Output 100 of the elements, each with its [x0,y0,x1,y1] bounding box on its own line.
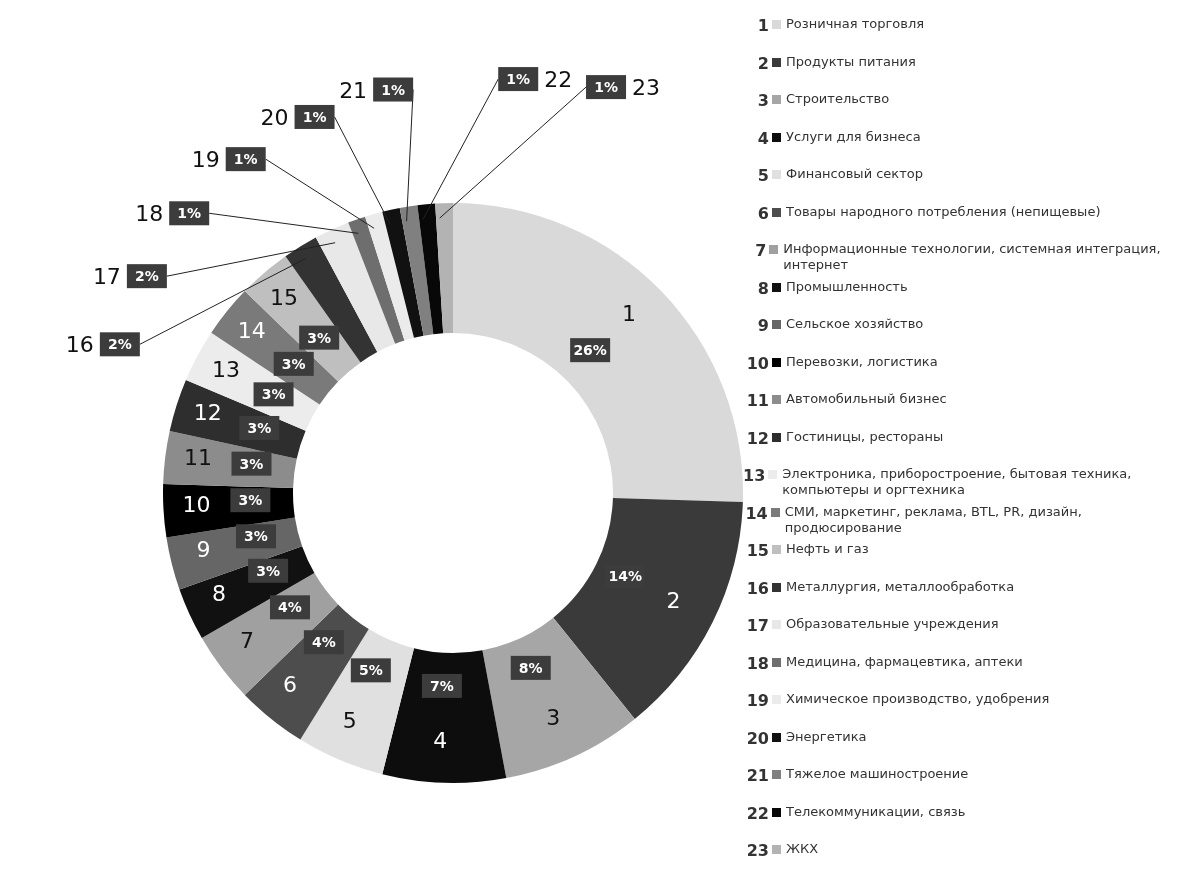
text: 3 [546,704,561,730]
text: 14 [745,503,768,523]
text: 4 [433,727,448,753]
donut-slice [382,207,424,338]
text: 2 [757,53,769,73]
data-label: 7% [430,677,454,694]
text: 4 [757,128,769,148]
data-label: 1% [506,71,531,88]
text: 6 [283,672,298,698]
legend-label: Информационные технологии, системная интеграция, интернет [783,241,1162,273]
legend-label: ЖКХ [786,841,819,857]
text: 23 [746,841,769,860]
text: 1 [757,16,769,35]
text: 23 [632,75,661,101]
data-label: 26% [573,342,607,359]
donut-slice [300,629,414,775]
text: 16 [65,332,94,358]
data-label: 4% [278,599,302,616]
text: 2 [666,588,681,614]
text: 22 [746,803,769,823]
donut-slice [435,203,453,334]
text: 7 [239,627,254,653]
data-label: 8% [518,659,543,676]
donut-slice [382,648,507,783]
text: 8 [212,581,227,607]
legend-label: Химическое производство, удобрения [786,691,1050,707]
text: 21 [339,77,368,103]
donut-slice [365,211,414,341]
legend-label: Медицина, фармацевтика, аптеки [786,653,1023,670]
text: 5 [757,166,769,185]
text: 20 [746,728,769,748]
text: 13 [211,356,240,382]
text: 18 [135,201,164,227]
text: 9 [196,537,211,563]
text: 7 [755,241,767,260]
text: 12 [193,399,222,425]
legend-label: Автомобильный бизнес [786,391,947,407]
data-label: 3% [239,455,264,472]
data-label: 3% [261,386,286,403]
donut-slice [417,203,444,335]
text: 6 [757,203,769,223]
donut-slice [348,216,405,344]
legend-label: Услуги для бизнеса [786,128,921,145]
legend-label: Финансовый сектор [786,166,923,182]
text: 11 [183,445,212,471]
legend-label: Металлургия, металлообработка [786,578,1015,595]
text: 14 [237,318,266,344]
text: 17 [746,616,769,635]
text: 13 [743,466,766,485]
legend-label: Телекоммуникации, связь [786,803,966,820]
data-label: 2% [107,336,132,353]
data-label: 5% [358,662,383,679]
text: 10 [746,353,769,373]
legend-label: Строительство [786,91,890,107]
text: 19 [191,147,220,173]
legend-label: Розничная торговля [786,16,925,32]
text: 9 [757,316,769,335]
data-label: 3% [244,528,268,545]
text: 8 [757,278,769,298]
text: 1 [621,300,636,326]
donut-slice [453,203,743,502]
data-label: 1% [233,151,258,168]
text: 17 [92,264,121,290]
text: 15 [270,284,299,310]
text: 19 [746,691,769,710]
legend-label: Товары народного потребления (непищевые) [786,203,1101,220]
text: 11 [746,391,769,410]
donut-slice [482,617,635,779]
legend-label: Нефть и газ [786,541,869,557]
legend-label: Продукты питания [786,53,916,70]
text: 15 [746,541,769,560]
legend-label: Образовательные учреждения [786,616,999,632]
data-label: 4% [311,634,336,651]
data-label: 3% [281,355,306,372]
text: 20 [260,104,289,130]
legend-label: Перевозки, логистика [786,353,938,370]
data-label: 14% [608,568,642,585]
data-label: 1% [177,205,202,222]
data-label: 2% [134,268,159,285]
data-label: 3% [247,419,272,436]
legend-label: Промышленность [786,278,908,295]
legend-label: Энергетика [786,728,867,745]
legend-label: Электроника, приборостроение, бытовая техника, компьютеры и оргтехника [782,466,1133,498]
data-label: 1% [302,108,327,125]
data-label: 1% [594,79,618,96]
text: 12 [746,428,769,448]
data-label: 3% [256,562,281,579]
legend-label: Гостиницы, рестораны [786,428,944,445]
text: 16 [746,578,769,598]
legend-label: Сельское хозяйство [786,316,924,332]
text: 5 [342,708,357,734]
text: 3 [757,91,769,110]
text: 22 [544,67,573,93]
text: 21 [746,766,769,785]
legend-label: Тяжелое машиностроение [786,766,969,782]
data-label: 3% [238,492,263,509]
data-label: 3% [307,329,332,346]
donut-slice [399,205,434,336]
data-label: 1% [381,81,406,98]
text: 10 [182,491,211,517]
